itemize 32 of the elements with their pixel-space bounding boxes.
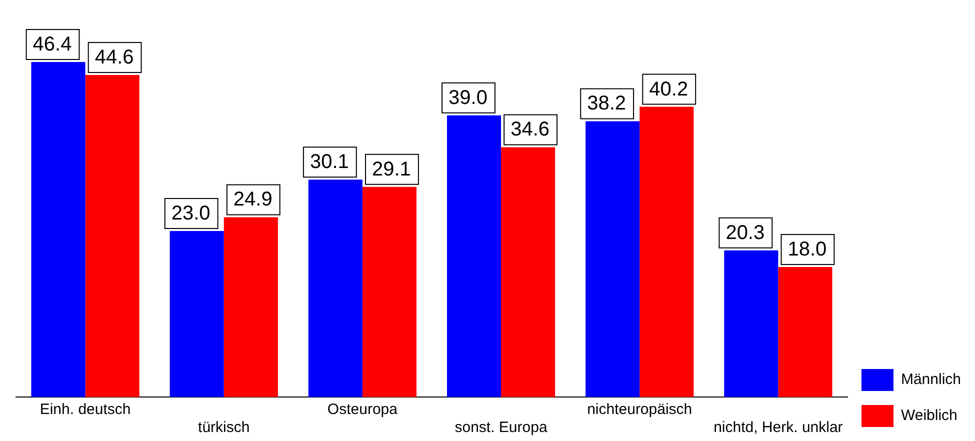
x-tick-label: nichteuropäisch <box>587 401 692 418</box>
legend-label: Männlich <box>900 371 961 388</box>
bar <box>224 217 278 397</box>
x-tick-label: türkisch <box>198 419 250 436</box>
bar <box>778 267 832 397</box>
data-label: 40.2 <box>649 78 688 100</box>
bar <box>724 250 778 397</box>
bar <box>31 62 86 397</box>
data-label: 44.6 <box>94 46 134 69</box>
data-label: 20.3 <box>726 222 765 244</box>
data-label: 18.0 <box>788 238 827 261</box>
data-label: 46.4 <box>32 34 72 56</box>
bar <box>586 121 640 397</box>
data-label: 24.9 <box>233 188 272 211</box>
bar <box>308 180 362 397</box>
bar <box>640 106 694 397</box>
x-tick-label: sonst. Europa <box>454 419 548 436</box>
data-label: 39.0 <box>448 86 488 109</box>
x-tick-label: nichtd, Herk. unklar <box>714 419 843 436</box>
data-label: 30.1 <box>310 151 349 174</box>
bar <box>362 186 416 397</box>
data-label: 23.0 <box>171 202 210 224</box>
x-tick-label: Osteuropa <box>327 401 398 418</box>
x-tick-label: Einh. deutsch <box>40 401 131 418</box>
data-label: 38.2 <box>587 92 626 115</box>
bar <box>85 74 140 397</box>
data-label: 34.6 <box>510 118 550 141</box>
data-label: 29.1 <box>372 158 411 180</box>
bar <box>170 230 224 397</box>
bar <box>446 115 502 397</box>
bar <box>501 147 556 397</box>
legend-label: Weiblich <box>900 407 958 424</box>
